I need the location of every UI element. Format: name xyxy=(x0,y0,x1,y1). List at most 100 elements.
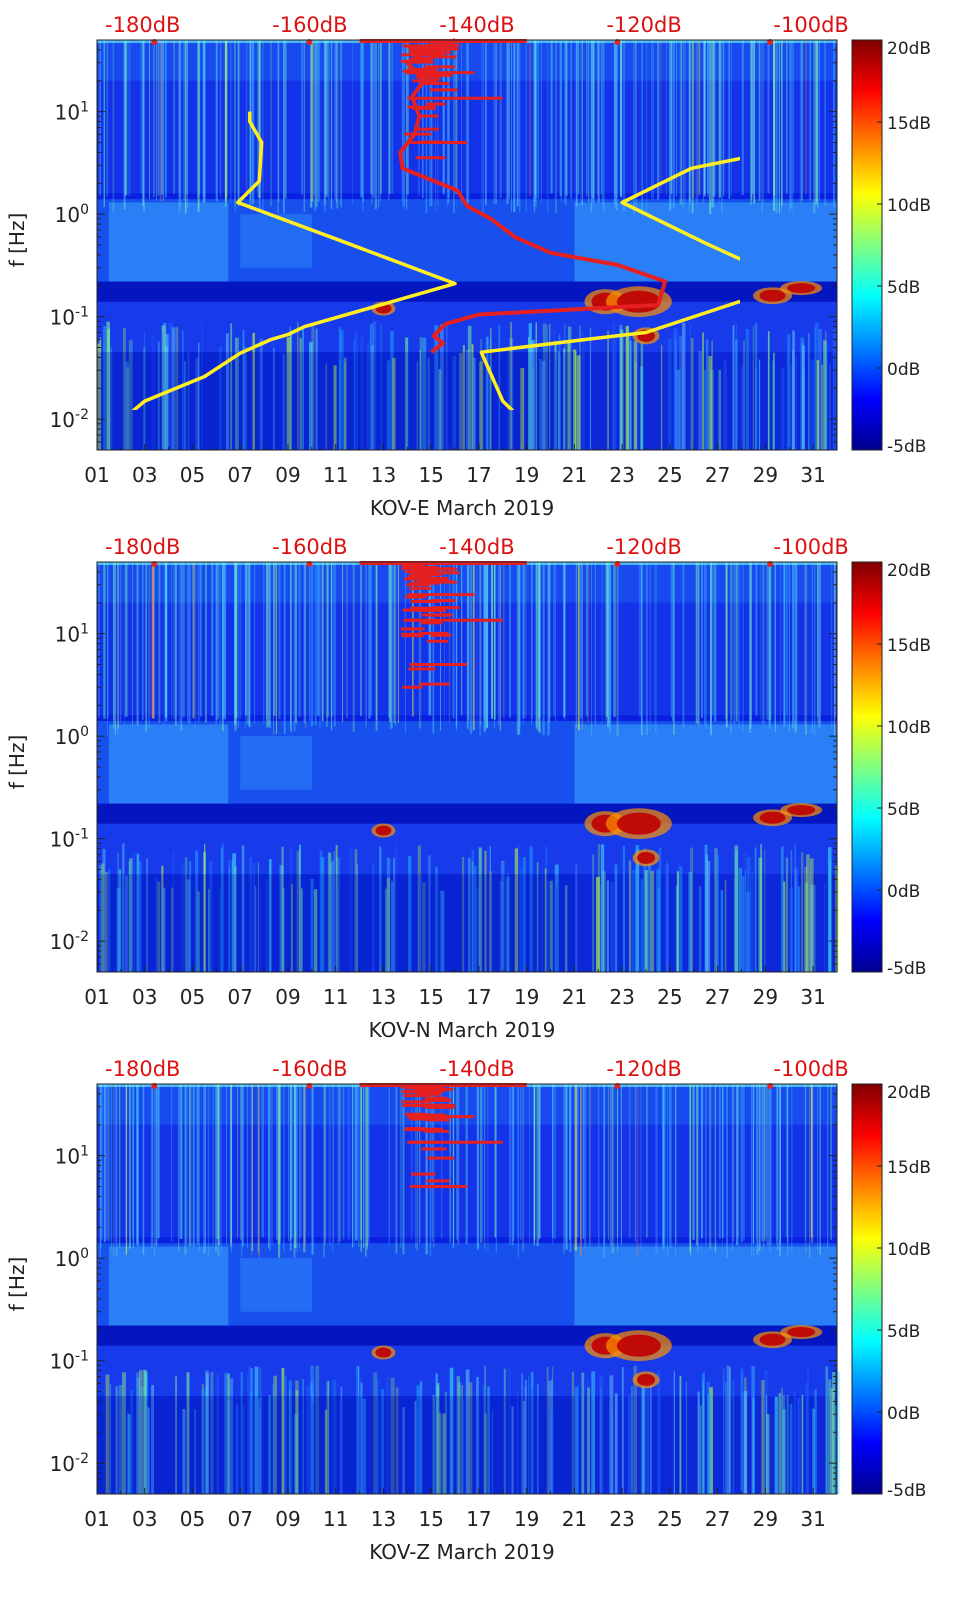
spectrogram-column xyxy=(587,1387,591,1494)
top-axis-label: -180dB xyxy=(105,1057,180,1081)
spectrogram-streak xyxy=(564,562,566,722)
spectrogram-streak xyxy=(698,40,701,196)
spectrogram-column xyxy=(591,1371,596,1494)
spectrogram-column xyxy=(309,342,313,450)
x-tick-label: 23 xyxy=(609,1507,634,1531)
spectrogram-streak xyxy=(326,562,330,718)
spectrogram-streak xyxy=(106,1084,108,1241)
spectrogram-column xyxy=(462,856,465,972)
spectrogram-column xyxy=(290,332,292,450)
spectrogram-streak xyxy=(696,1084,698,1246)
spectrogram-streak xyxy=(246,562,249,725)
spectrogram-streak xyxy=(522,562,525,719)
spectrogram-column xyxy=(289,1389,291,1494)
spectrogram-streak xyxy=(819,562,821,725)
spectrogram-streak xyxy=(358,1084,360,1246)
spectrogram-column xyxy=(657,1371,659,1494)
x-tick-label: 09 xyxy=(275,463,300,487)
spectrogram-streak xyxy=(476,562,478,724)
spectrogram-streak xyxy=(783,562,786,725)
colorbar-tick-label: 10dB xyxy=(887,718,931,738)
spectrogram-streak xyxy=(156,40,158,201)
spectrogram-streak xyxy=(819,40,820,201)
spectrogram-column xyxy=(97,343,100,450)
spectrogram-streak xyxy=(695,40,698,204)
spectrogram-column xyxy=(195,850,199,972)
spectrogram-streak xyxy=(809,40,811,201)
spectrogram-streak xyxy=(219,562,221,727)
spectrogram-column xyxy=(781,367,785,450)
spectrogram-streak xyxy=(670,40,673,194)
spectrogram-streak xyxy=(115,562,116,736)
spectrogram-streak xyxy=(289,562,291,731)
spectrogram-streak xyxy=(519,562,521,728)
spectrogram-column xyxy=(472,357,476,450)
spectrogram-streak xyxy=(273,562,276,717)
spectrogram-column xyxy=(138,861,142,972)
spectrogram-column xyxy=(100,863,105,972)
top-axis-label: -120dB xyxy=(606,535,681,559)
spectrogram-hotspot xyxy=(375,825,392,836)
spectrogram-column xyxy=(394,845,398,972)
spectrogram-streak xyxy=(323,1084,327,1245)
spectrogram-streak xyxy=(328,1084,331,1246)
spectrogram-column xyxy=(789,887,793,972)
colorbar-tick-label: 15dB xyxy=(887,1158,931,1178)
spectrogram-column xyxy=(478,847,482,972)
spectrogram-column xyxy=(343,357,347,450)
x-tick-label: 13 xyxy=(371,463,396,487)
spectrogram-column xyxy=(416,1385,420,1494)
spectrogram-column xyxy=(161,325,164,450)
spectrogram-streak xyxy=(776,1084,778,1241)
spectrogram-column xyxy=(836,1371,840,1494)
spectrogram-streak xyxy=(372,40,375,198)
spectrogram-streak xyxy=(257,1084,260,1253)
spectrogram-streak xyxy=(714,562,717,722)
spectrogram-column xyxy=(296,850,301,972)
spectrogram-streak xyxy=(148,562,151,728)
spectrogram-streak xyxy=(278,1084,281,1258)
spectrogram-streak xyxy=(815,40,818,202)
spectrogram-streak xyxy=(483,1084,485,1239)
spectrogram-streak xyxy=(589,1084,591,1247)
spectrogram-streak xyxy=(740,1084,743,1243)
spectrogram-column xyxy=(507,352,510,450)
spectrogram-streak xyxy=(217,1084,220,1257)
spectrogram-column xyxy=(794,867,799,972)
spectrogram-column xyxy=(282,353,285,450)
spectrogram-streak xyxy=(165,562,167,718)
spectrogram-streak xyxy=(608,562,610,730)
spectrogram-streak xyxy=(246,1084,249,1249)
spectrogram-column xyxy=(402,1407,405,1494)
spectrogram-streak xyxy=(429,1084,432,1257)
spectrogram-streak xyxy=(652,40,654,200)
colorbar-tick-label: 0dB xyxy=(887,360,920,380)
spectrogram-streak xyxy=(645,562,648,735)
spectrogram-streak xyxy=(158,562,161,723)
spectrogram-column xyxy=(221,843,225,972)
x-tick-label: 11 xyxy=(323,985,348,1009)
spectrogram-streak xyxy=(225,40,228,199)
spectrogram-streak xyxy=(314,562,317,726)
spectrogram-streak xyxy=(633,40,635,214)
spectrogram-streak xyxy=(534,40,538,208)
spectrogram-column xyxy=(816,360,820,450)
spectrogram-streak xyxy=(220,40,222,197)
spectrogram-streak xyxy=(395,1084,398,1254)
spectrogram-column xyxy=(349,849,353,972)
spectrogram-column xyxy=(128,339,133,450)
spectrogram-streak xyxy=(582,1084,585,1239)
spectrogram-column xyxy=(697,1391,700,1494)
colorbar-tick-label: -5dB xyxy=(887,959,926,979)
spectrogram-column xyxy=(794,844,797,972)
spectrogram-column xyxy=(438,1412,442,1494)
spectrogram-streak xyxy=(112,40,115,212)
spectrogram-streak xyxy=(760,562,762,720)
spectrogram-streak xyxy=(605,562,607,721)
spectrogram-streak xyxy=(689,40,691,206)
spectrogram-streak xyxy=(660,40,662,194)
spectrogram-column xyxy=(205,1385,209,1494)
spectrogram-column xyxy=(491,1410,494,1494)
spectrogram-streak xyxy=(182,562,185,718)
spectrogram-streak xyxy=(177,40,180,212)
